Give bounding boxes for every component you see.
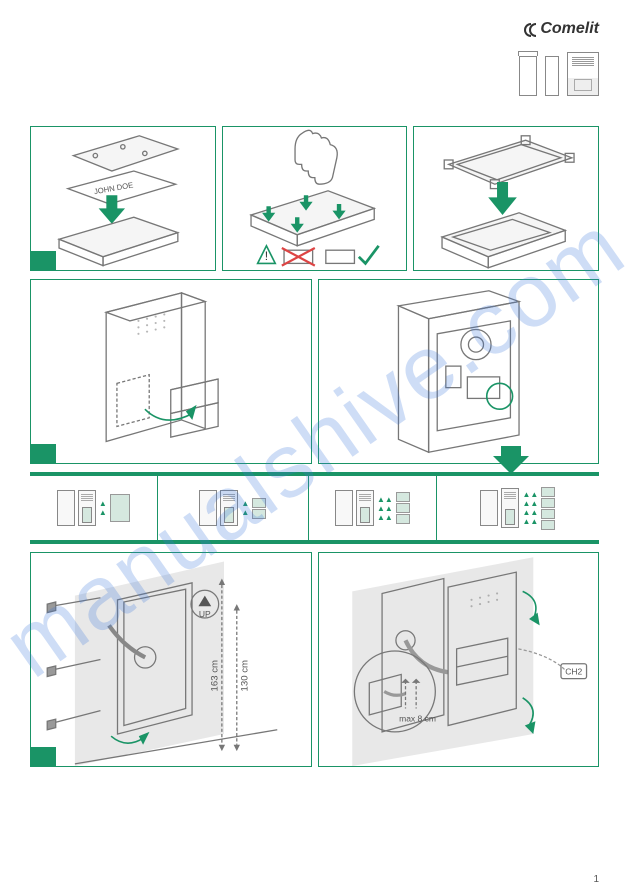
assembly-row: JOHN DOE (30, 126, 599, 271)
front-insert-illustration (31, 280, 311, 463)
step-panel-2: ! (222, 126, 408, 271)
press-cover-illustration: ! (223, 127, 407, 270)
rear-view-panel (318, 279, 600, 464)
mini-module-icon (110, 494, 130, 522)
mini-speaker-icon (220, 490, 238, 526)
mini-speaker-icon (356, 490, 374, 526)
brand-logo-icon (524, 22, 538, 36)
unit-views-row (30, 279, 599, 464)
config-option-3: ▲▲▲▲▲▲ (309, 476, 437, 540)
bell-icon-group: ▲▲▲▲▲▲▲▲ (522, 490, 538, 526)
mini-module-stack (541, 487, 555, 530)
mini-device-icon (199, 490, 217, 526)
flow-arrow-down-icon (493, 456, 529, 474)
mini-speaker-icon (501, 488, 519, 528)
wall-mount-panel: UP 163 cm (30, 552, 312, 767)
mini-module-stack (396, 492, 410, 524)
rear-view-illustration (319, 280, 599, 463)
up-label: UP (199, 609, 211, 619)
device-icon-tall (545, 56, 559, 96)
mini-module-stack (252, 498, 266, 519)
front-insert-panel (30, 279, 312, 464)
attach-unit-illustration: max 8 cm CH2 (319, 553, 599, 766)
config-option-4: ▲▲▲▲▲▲▲▲ (437, 476, 599, 540)
max-depth-label: max 8 cm (399, 713, 436, 723)
bell-icon-group: ▲▲ (99, 499, 107, 517)
mini-speaker-icon (78, 490, 96, 526)
brand-name: Comelit (540, 20, 599, 38)
nameplate-label: JOHN DOE (93, 180, 134, 196)
device-variant-icons (519, 52, 599, 96)
height-outer-label: 163 cm (210, 660, 221, 691)
device-icon-slim (519, 56, 537, 96)
insert-module-illustration (414, 127, 598, 270)
bell-icon-group: ▲▲ (241, 499, 249, 517)
chime-label: CH2 (565, 666, 582, 676)
step-badge (30, 444, 56, 464)
attach-unit-panel: max 8 cm CH2 (318, 552, 600, 767)
bell-icon-group: ▲▲▲▲▲▲ (377, 495, 393, 522)
mini-device-icon (335, 490, 353, 526)
wall-mount-illustration: UP 163 cm (31, 553, 311, 766)
assembly-exploded-illustration: JOHN DOE (31, 127, 215, 270)
mini-device-icon (480, 490, 498, 526)
step-panel-1: JOHN DOE (30, 126, 216, 271)
height-inner-label: 130 cm (239, 660, 250, 691)
config-option-1: ▲▲ (30, 476, 158, 540)
configuration-bar: ▲▲ ▲▲ ▲▲▲▲▲▲ ▲▲▲▲▲▲▲▲ (30, 472, 599, 544)
step-badge (30, 251, 56, 271)
step-badge (30, 747, 56, 767)
config-option-2: ▲▲ (158, 476, 309, 540)
device-icon-speaker-unit (567, 52, 599, 96)
mini-device-icon (57, 490, 75, 526)
page-header: Comelit (30, 20, 599, 38)
svg-text:!: ! (264, 249, 267, 263)
mounting-row: UP 163 cm (30, 552, 599, 767)
page-number: 1 (593, 874, 599, 885)
brand-logo: Comelit (524, 20, 599, 38)
step-panel-3 (413, 126, 599, 271)
